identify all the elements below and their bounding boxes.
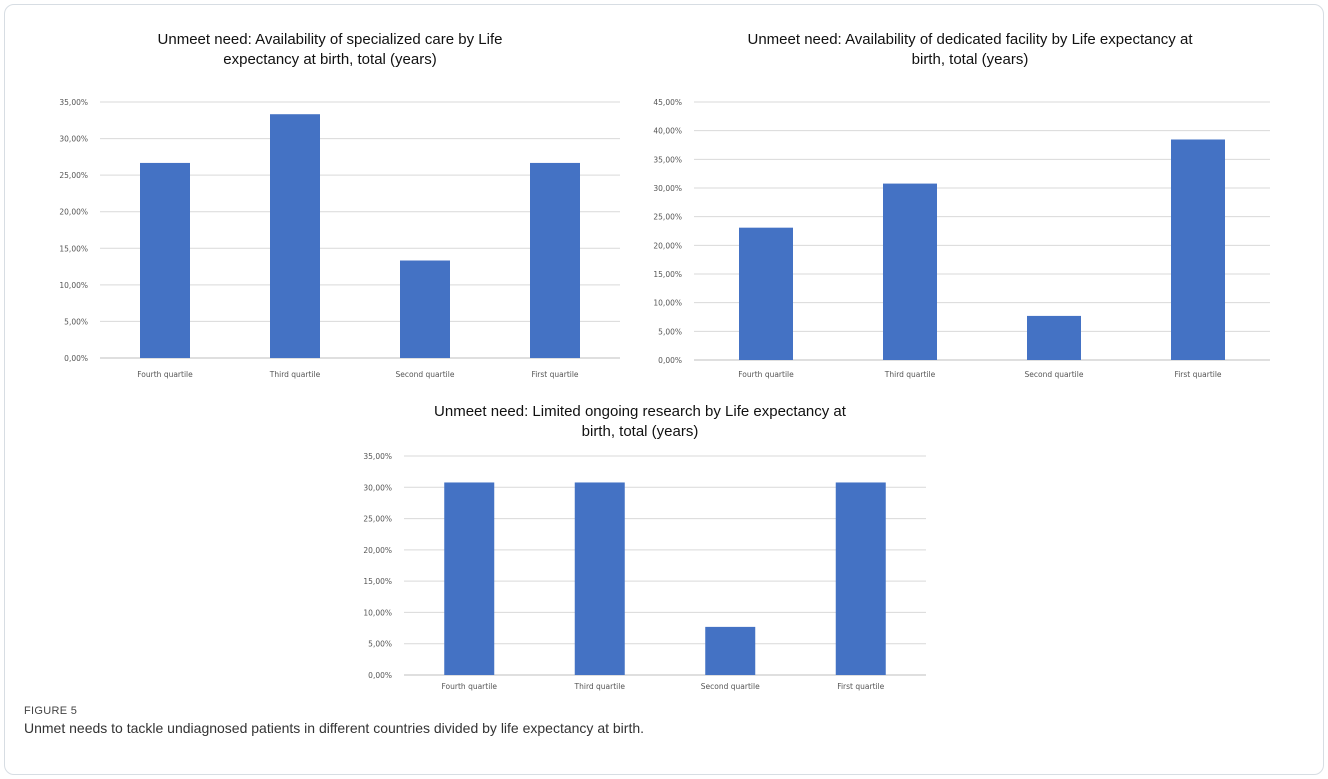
chart-title-line: birth, total (years) (912, 51, 1029, 68)
y-tick-label: 25,00% (363, 515, 392, 524)
bar-fourth-quartile (444, 482, 495, 675)
y-tick-label: 5,00% (368, 640, 392, 649)
bar-first-quartile (1171, 139, 1225, 360)
chart-title-line: Unmeet need: Availability of dedicated f… (748, 31, 1194, 48)
y-tick-label: 25,00% (59, 171, 88, 180)
figure-caption-area: FIGURE 5 Unmet needs to tackle undiagnos… (24, 705, 1304, 736)
y-tick-label: 0,00% (658, 356, 682, 365)
bar-second-quartile (705, 626, 756, 675)
y-tick-label: 25,00% (653, 213, 682, 222)
y-tick-label: 35,00% (363, 452, 392, 461)
figure-frame (4, 4, 1324, 775)
y-tick-label: 10,00% (363, 608, 392, 617)
chart-title-line: Unmeet need: Availability of specialized… (158, 31, 503, 48)
chart-title-line: birth, total (years) (582, 423, 699, 440)
y-tick-label: 20,00% (59, 208, 88, 217)
y-tick-label: 5,00% (658, 327, 682, 336)
bar-second-quartile (1027, 315, 1081, 360)
x-tick-label: Third quartile (269, 370, 321, 379)
chart-ongoing-research: Unmeet need: Limited ongoing research by… (330, 392, 950, 696)
bar-third-quartile (270, 114, 320, 358)
x-tick-label: Third quartile (574, 682, 626, 691)
chart-specialized-care-svg: Unmeet need: Availability of specialized… (59, 31, 620, 379)
chart-dedicated-facility: Unmeet need: Availability of dedicated f… (640, 14, 1300, 386)
chart-title-line: Unmeet need: Limited ongoing research by… (434, 403, 847, 420)
y-tick-label: 0,00% (368, 671, 392, 680)
x-tick-label: Third quartile (884, 370, 936, 379)
y-tick-label: 20,00% (363, 546, 392, 555)
x-tick-label: First quartile (1174, 370, 1221, 379)
y-tick-label: 5,00% (64, 317, 88, 326)
x-tick-label: Fourth quartile (442, 682, 498, 691)
figure-label: FIGURE 5 (24, 705, 78, 717)
x-tick-label: Second quartile (701, 682, 760, 691)
bar-fourth-quartile (140, 162, 190, 358)
y-tick-label: 15,00% (363, 577, 392, 586)
y-tick-label: 35,00% (653, 155, 682, 164)
x-tick-label: Fourth quartile (137, 370, 193, 379)
y-tick-label: 15,00% (59, 244, 88, 253)
y-tick-label: 20,00% (653, 241, 682, 250)
bar-fourth-quartile (739, 227, 793, 360)
y-tick-label: 15,00% (653, 270, 682, 279)
y-tick-label: 10,00% (653, 299, 682, 308)
x-tick-label: Second quartile (396, 370, 455, 379)
bar-first-quartile (530, 162, 580, 358)
y-tick-label: 35,00% (59, 98, 88, 107)
bar-first-quartile (835, 482, 886, 675)
chart-title-line: expectancy at birth, total (years) (223, 51, 436, 68)
bar-third-quartile (883, 183, 937, 360)
chart-dedicated-facility-svg: Unmeet need: Availability of dedicated f… (653, 31, 1270, 379)
x-tick-label: Fourth quartile (738, 370, 794, 379)
chart-specialized-care: Unmeet need: Availability of specialized… (20, 14, 640, 386)
y-tick-label: 40,00% (653, 127, 682, 136)
y-tick-label: 10,00% (59, 281, 88, 290)
y-tick-label: 30,00% (653, 184, 682, 193)
x-tick-label: First quartile (837, 682, 884, 691)
figure-caption: Unmet needs to tackle undiagnosed patien… (24, 720, 645, 736)
y-tick-label: 30,00% (363, 483, 392, 492)
y-tick-label: 30,00% (59, 135, 88, 144)
y-tick-label: 45,00% (653, 98, 682, 107)
y-tick-label: 0,00% (64, 354, 88, 363)
bar-third-quartile (574, 482, 625, 675)
chart-ongoing-research-svg: Unmeet need: Limited ongoing research by… (363, 403, 926, 691)
bar-second-quartile (400, 260, 450, 358)
x-tick-label: Second quartile (1025, 370, 1084, 379)
x-tick-label: First quartile (531, 370, 578, 379)
